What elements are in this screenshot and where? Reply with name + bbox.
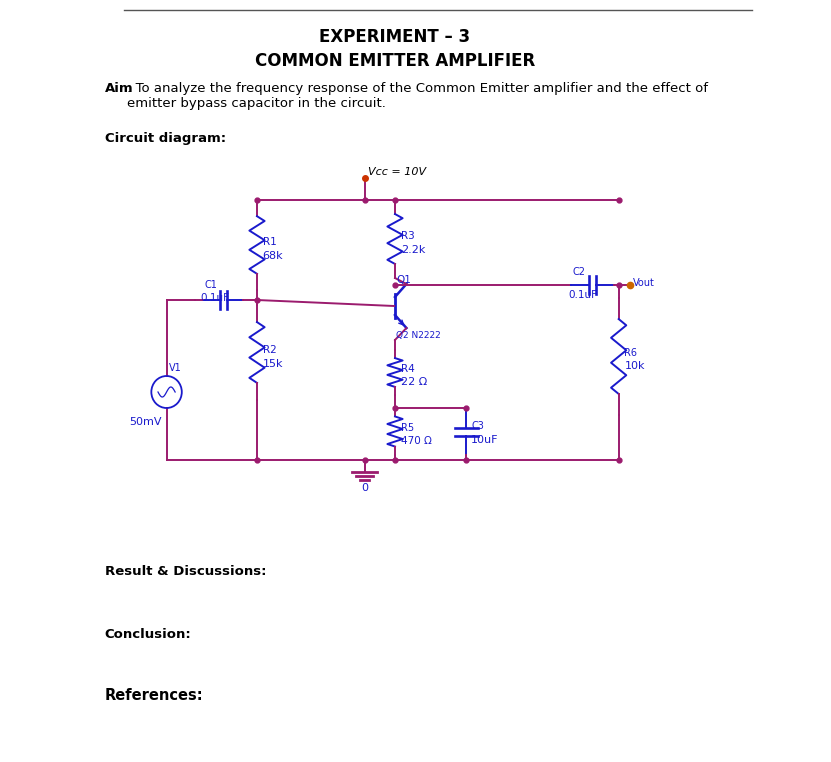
Text: : To analyze the frequency response of the Common Emitter amplifier and the effe: : To analyze the frequency response of t… [126,82,707,110]
Text: 15k: 15k [263,359,283,369]
Text: 0: 0 [361,483,368,493]
Text: Circuit diagram:: Circuit diagram: [105,132,226,145]
Text: Q1: Q1 [396,275,411,285]
Text: R1: R1 [263,237,277,247]
Text: Q2 N2222: Q2 N2222 [396,331,440,340]
Text: R4: R4 [401,364,415,374]
Text: 470 Ω: 470 Ω [401,436,431,446]
Text: 0.1uF: 0.1uF [200,293,229,303]
Text: Vout: Vout [633,278,655,288]
Text: 0.1uF: 0.1uF [568,290,597,300]
Text: R6: R6 [624,348,637,358]
Text: 10uF: 10uF [471,435,499,445]
Text: C2: C2 [572,267,585,277]
Text: R5: R5 [401,423,414,433]
Text: C1: C1 [204,280,218,290]
Text: Vcc = 10V: Vcc = 10V [368,167,426,177]
Text: R3: R3 [401,231,415,241]
Text: References:: References: [105,688,204,703]
Text: Result & Discussions:: Result & Discussions: [105,565,266,578]
Text: COMMON EMITTER AMPLIFIER: COMMON EMITTER AMPLIFIER [255,52,535,70]
Text: R2: R2 [263,345,277,355]
Text: Conclusion:: Conclusion: [105,628,191,641]
Text: Aim: Aim [105,82,133,95]
Text: EXPERIMENT – 3: EXPERIMENT – 3 [319,28,470,46]
Text: 68k: 68k [263,251,283,261]
Text: 50mV: 50mV [130,417,162,427]
Text: 10k: 10k [624,361,645,371]
Text: 2.2k: 2.2k [401,245,425,255]
Text: 22 Ω: 22 Ω [401,377,427,387]
Text: C3: C3 [471,421,484,431]
Text: V1: V1 [170,363,182,373]
